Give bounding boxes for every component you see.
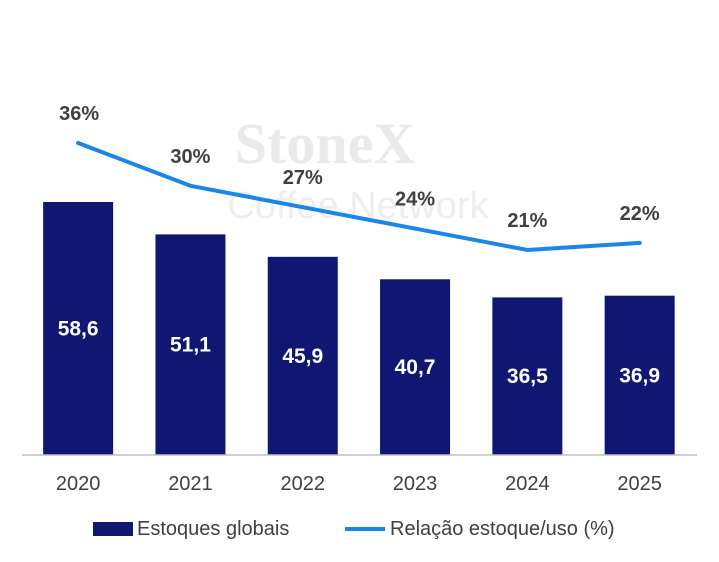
- bar-value-label-2024: 36,5: [507, 365, 548, 388]
- bar-value-label-2023: 40,7: [395, 356, 436, 379]
- bar-2023: [380, 279, 451, 455]
- ratio-point-2025: [637, 240, 642, 245]
- bar-value-label-2020: 58,6: [58, 318, 99, 341]
- line-series: 36% 30% 27% 24% 21% 22%: [59, 103, 660, 252]
- ratio-value-label-2022: 27%: [283, 167, 323, 189]
- bar-2021: [155, 234, 226, 455]
- bar-2025: [604, 295, 675, 455]
- ratio-point-2023: [413, 226, 418, 231]
- ratio-point-2024: [525, 247, 530, 252]
- ratio-point-2022: [300, 205, 305, 210]
- x-tick-label-2021: 2021: [168, 473, 213, 495]
- x-tick-label-2024: 2024: [505, 473, 550, 495]
- ratio-value-label-2024: 21%: [507, 210, 547, 232]
- bar-2020: [43, 202, 114, 455]
- x-tick-label-2023: 2023: [393, 473, 438, 495]
- ratio-value-label-2023: 24%: [395, 189, 435, 211]
- ratio-value-label-2021: 30%: [170, 146, 210, 168]
- ratio-value-label-2025: 22%: [620, 203, 660, 225]
- legend: Estoques globais Relação estoque/uso (%): [93, 518, 615, 540]
- ratio-line: [76, 141, 642, 252]
- bar-2024: [492, 297, 563, 455]
- watermark-subtitle: Coffee Network: [227, 185, 489, 227]
- bar-2022: [267, 256, 338, 455]
- x-tick-label-2020: 2020: [56, 473, 101, 495]
- bar-value-label-2022: 45,9: [282, 345, 323, 368]
- bar-series: 58,6 51,1 45,9 40,7 36,5 36,9: [43, 202, 675, 455]
- watermark: StoneX Coffee Network: [227, 111, 489, 227]
- bar-value-label-2021: 51,1: [170, 334, 211, 357]
- ratio-point-2020: [76, 141, 81, 146]
- bar-value-label-2025: 36,9: [619, 364, 660, 387]
- legend-label-stocks: Estoques globais: [137, 518, 289, 540]
- x-tick-label-2022: 2022: [281, 473, 326, 495]
- ratio-point-2021: [188, 183, 193, 188]
- legend-label-ratio: Relação estoque/uso (%): [390, 518, 615, 540]
- watermark-brand: StoneX: [235, 111, 416, 176]
- x-axis-ticks: 2020 2021 2022 2023 2024 2025: [56, 473, 662, 495]
- ratio-value-label-2020: 36%: [59, 103, 99, 125]
- x-tick-label-2025: 2025: [617, 473, 662, 495]
- legend-swatch-stocks: [93, 522, 133, 536]
